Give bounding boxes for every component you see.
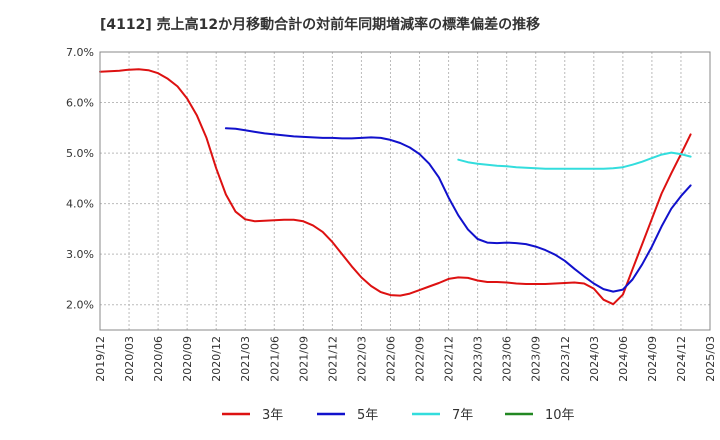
grid-lines (99, 51, 711, 330)
x-tick-label: 2023/12 (559, 336, 572, 382)
x-axis: 2019/12 2020/03 2020/06 2020/09 2020/12 2021/… (94, 336, 717, 382)
y-tick-label: 5.0% (66, 147, 94, 160)
x-tick-label: 2022/12 (443, 336, 456, 382)
series-lines (99, 68, 692, 306)
legend-label: 3年 (262, 408, 283, 423)
x-tick-label: 2023/06 (501, 336, 514, 382)
x-tick-label: 2023/03 (472, 336, 485, 382)
x-tick-label: 2024/12 (675, 336, 688, 382)
series-line-5年 (224, 127, 692, 293)
x-tick-label: 2021/03 (239, 336, 252, 382)
plot-frame (99, 51, 711, 331)
y-axis: 2.0% 3.0% 4.0% 5.0% 6.0% 7.0% (66, 46, 94, 312)
y-tick-label: 2.0% (66, 299, 94, 312)
x-tick-label: 2024/06 (617, 336, 630, 382)
y-tick-label: 7.0% (66, 46, 94, 59)
legend-label: 10年 (545, 408, 575, 423)
chart-title: [4112] 売上高12か月移動合計の対前年同期増減率の標準偏差の推移 (100, 17, 541, 33)
x-tick-label: 2022/03 (355, 336, 368, 382)
x-tick-label: 2020/09 (181, 336, 194, 382)
x-tick-label: 2020/12 (210, 336, 223, 382)
x-tick-label: 2021/09 (297, 336, 310, 382)
x-tick-label: 2023/09 (530, 336, 543, 382)
y-tick-label: 6.0% (66, 97, 94, 110)
series-line-3年 (99, 68, 692, 306)
x-tick-label: 2024/09 (646, 336, 659, 382)
x-tick-label: 2019/12 (94, 336, 107, 382)
x-tick-label: 2020/06 (152, 336, 165, 382)
x-tick-label: 2022/06 (384, 336, 397, 382)
x-tick-label: 2021/12 (326, 336, 339, 382)
x-tick-label: 2021/06 (268, 336, 281, 382)
x-tick-label: 2024/03 (588, 336, 601, 382)
y-tick-label: 3.0% (66, 248, 94, 261)
series-line-7年 (457, 151, 692, 170)
x-tick-label: 2022/09 (414, 336, 427, 382)
x-tick-label: 2025/03 (704, 336, 717, 382)
x-tick-label: 2020/03 (123, 336, 136, 382)
legend-label: 7年 (452, 408, 473, 423)
legend-label: 5年 (357, 408, 378, 423)
legend: 3年 5年 7年 10年 (222, 408, 575, 423)
y-tick-label: 4.0% (66, 198, 94, 211)
